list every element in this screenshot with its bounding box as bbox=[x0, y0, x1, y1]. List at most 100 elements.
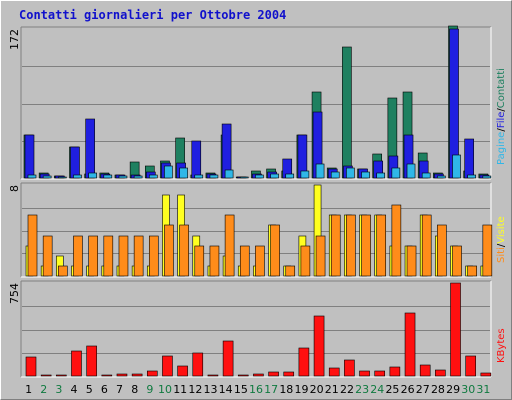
bar-kbytes-14 bbox=[222, 340, 234, 377]
bar-kbytes-1 bbox=[25, 356, 37, 377]
x-tick-label: 23 bbox=[355, 383, 369, 396]
bar-kbytes-3 bbox=[56, 374, 67, 377]
bar-siti-5 bbox=[88, 235, 98, 277]
bar-kbytes-10 bbox=[162, 355, 173, 377]
bar-pagine-25 bbox=[391, 167, 401, 179]
bar-file-12 bbox=[191, 140, 202, 179]
bar-kbytes-7 bbox=[116, 373, 128, 377]
bar-file-5 bbox=[85, 118, 95, 179]
x-tick-label: 27 bbox=[416, 383, 430, 396]
bar-siti-9 bbox=[148, 235, 159, 277]
bar-pagine-23 bbox=[361, 171, 370, 179]
bar-file-30 bbox=[464, 138, 474, 179]
side-label-part: Pagine bbox=[496, 132, 507, 165]
bar-siti-11 bbox=[179, 224, 189, 277]
bar-siti-28 bbox=[437, 224, 447, 277]
bar-siti-29 bbox=[452, 245, 462, 277]
bar-kbytes-18 bbox=[283, 371, 295, 377]
x-tick-label: 29 bbox=[446, 383, 460, 396]
x-tick-label: 13 bbox=[204, 383, 218, 396]
x-tick-label: 25 bbox=[385, 383, 399, 396]
side-label-part: / bbox=[496, 108, 507, 112]
bar-siti-2 bbox=[42, 235, 53, 277]
bar-kbytes-29 bbox=[450, 282, 461, 377]
x-tick-label: 22 bbox=[340, 383, 354, 396]
bar-file-4 bbox=[70, 146, 80, 179]
x-tick-label: 18 bbox=[279, 383, 293, 396]
bar-siti-25 bbox=[391, 204, 402, 277]
x-tick-label: 19 bbox=[294, 383, 308, 396]
x-tick-label: 14 bbox=[219, 383, 233, 396]
bar-siti-14 bbox=[224, 214, 235, 277]
bar-pagine-13 bbox=[209, 174, 219, 179]
bar-pagine-29 bbox=[452, 154, 461, 179]
chart-panels: 172Pagine/File/Contatti8Siti/Visite754KB… bbox=[8, 25, 507, 378]
bar-siti-17 bbox=[270, 224, 280, 277]
x-axis: 1 2 3 4 5 6 7 8 9 10 11 12 13 14 15 16 17 18 19 20 21 22 23 24 2… bbox=[25, 383, 490, 396]
x-tick-label: 1 bbox=[25, 383, 32, 396]
bar-siti-16 bbox=[255, 245, 265, 277]
x-tick-label: 5 bbox=[86, 383, 93, 396]
x-tick-label: 28 bbox=[431, 383, 445, 396]
bar-kbytes-20 bbox=[313, 315, 325, 377]
bar-siti-19 bbox=[300, 245, 311, 277]
bar-kbytes-6 bbox=[101, 374, 113, 377]
bar-siti-24 bbox=[376, 214, 387, 277]
bar-siti-18 bbox=[285, 265, 296, 277]
bar-kbytes-9 bbox=[146, 370, 158, 377]
bar-siti-8 bbox=[133, 235, 144, 277]
bar-siti-6 bbox=[103, 235, 114, 277]
bar-kbytes-16 bbox=[253, 373, 264, 377]
bar-kbytes-12 bbox=[192, 352, 204, 377]
bar-pagine-30 bbox=[467, 174, 476, 179]
bar-pagine-27 bbox=[421, 172, 431, 179]
x-tick-label: 20 bbox=[310, 383, 324, 396]
side-label-part: / bbox=[496, 128, 507, 132]
bar-pagine-11 bbox=[179, 167, 188, 179]
bar-siti-1 bbox=[27, 214, 38, 277]
bar-kbytes-23 bbox=[359, 370, 370, 377]
bar-siti-31 bbox=[482, 224, 493, 277]
panel-kbytes: 754 KBytes bbox=[8, 280, 507, 378]
x-tick-label: 16 bbox=[249, 383, 263, 396]
bar-siti-10 bbox=[164, 224, 174, 277]
bar-pagine-26 bbox=[406, 163, 416, 179]
bar-kbytes-21 bbox=[328, 367, 340, 377]
bar-kbytes-13 bbox=[207, 374, 219, 377]
bar-siti-12 bbox=[194, 245, 205, 277]
bar-pagine-3 bbox=[58, 176, 67, 179]
bar-pagine-16 bbox=[255, 174, 264, 179]
bar-kbytes-28 bbox=[435, 369, 446, 377]
bar-pagine-14 bbox=[224, 169, 234, 179]
panel-visite: 8 Siti/Visite bbox=[8, 182, 507, 278]
bar-kbytes-17 bbox=[268, 371, 279, 377]
bar-siti-23 bbox=[361, 214, 371, 277]
bar-pagine-17 bbox=[270, 173, 279, 179]
side-label-part: KBytes bbox=[496, 328, 507, 363]
bar-file-1 bbox=[24, 134, 35, 179]
x-tick-label: 10 bbox=[158, 383, 172, 396]
x-tick-label: 3 bbox=[55, 383, 62, 396]
y-max-label: 8 bbox=[8, 185, 21, 192]
bar-kbytes-8 bbox=[131, 373, 143, 377]
x-tick-label: 15 bbox=[234, 383, 248, 396]
bar-siti-26 bbox=[406, 245, 417, 277]
bar-pagine-20 bbox=[315, 163, 325, 179]
side-label-part: / bbox=[496, 243, 507, 247]
bar-siti-7 bbox=[118, 235, 129, 277]
side-label-kbytes: KBytes bbox=[496, 328, 507, 363]
x-tick-label: 12 bbox=[188, 383, 202, 396]
bar-pagine-6 bbox=[103, 174, 113, 179]
bar-pagine-10 bbox=[164, 165, 173, 179]
side-label-part: Visite bbox=[496, 216, 507, 243]
bar-kbytes-2 bbox=[40, 374, 52, 377]
chart-title: Contatti giornalieri per Ottobre 2004 bbox=[19, 8, 286, 22]
bar-siti-22 bbox=[346, 214, 356, 277]
x-tick-label: 17 bbox=[264, 383, 278, 396]
bar-kbytes-27 bbox=[419, 364, 431, 377]
y-max-label: 172 bbox=[8, 29, 21, 50]
x-tick-label: 2 bbox=[40, 383, 47, 396]
bar-pagine-28 bbox=[437, 175, 446, 179]
bar-kbytes-30 bbox=[465, 355, 476, 377]
